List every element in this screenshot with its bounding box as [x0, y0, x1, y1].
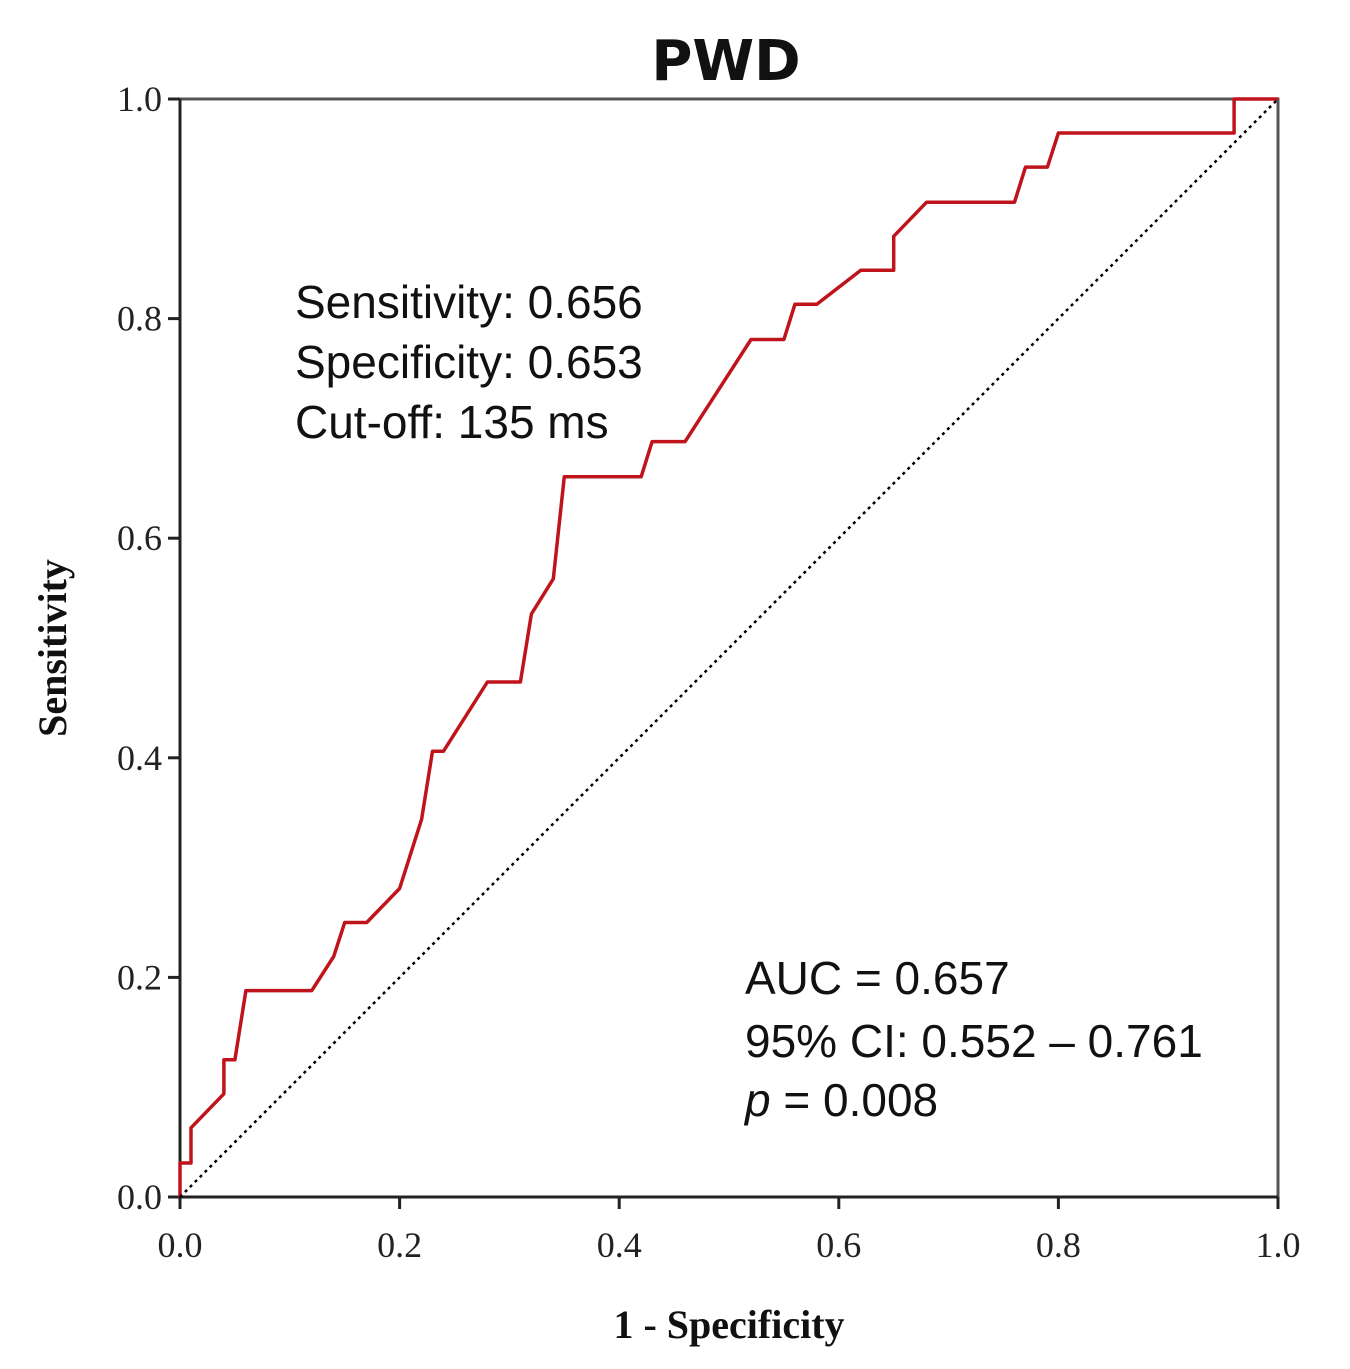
chart-title: PWD	[651, 29, 800, 94]
x-tick-label: 0.2	[377, 1225, 422, 1265]
x-tick-label: 0.0	[158, 1225, 203, 1265]
x-tick-label: 0.4	[597, 1225, 642, 1265]
x-tick-label: 1.0	[1256, 1225, 1301, 1265]
p-rest: = 0.008	[771, 1074, 939, 1126]
roc-curve-line	[178, 97, 1278, 1197]
y-tick-label: 0.0	[117, 1177, 162, 1217]
cutoff-specificity-text: Specificity: 0.653	[295, 336, 643, 388]
ci-text: 95% CI: 0.552 – 0.761	[745, 1015, 1203, 1067]
y-tick-label: 0.8	[117, 299, 162, 339]
cutoff-sensitivity-text: Sensitivity: 0.656	[295, 276, 643, 328]
p-symbol: p	[743, 1074, 771, 1126]
y-tick-label: 0.6	[117, 518, 162, 558]
series-layer	[178, 97, 1279, 1198]
y-tick-label: 0.4	[117, 738, 162, 778]
y-tick-label: 1.0	[117, 79, 162, 119]
x-tick-label: 0.8	[1036, 1225, 1081, 1265]
y-tick-label: 0.2	[117, 957, 162, 997]
x-axis-ticks: 0.0 0.2 0.4 0.6 0.8 1.0	[158, 1197, 1301, 1265]
cutoff-value-text: Cut-off: 135 ms	[295, 396, 609, 448]
x-axis-label: 1 - Specificity	[613, 1302, 844, 1347]
auc-text: AUC = 0.657	[745, 952, 1010, 1004]
p-value-text: p = 0.008	[743, 1074, 938, 1126]
y-axis-ticks: 0.0 0.2 0.4 0.6 0.8 1.0	[117, 79, 180, 1217]
y-axis-label: Sensitivity	[30, 559, 75, 737]
x-tick-label: 0.6	[816, 1225, 861, 1265]
